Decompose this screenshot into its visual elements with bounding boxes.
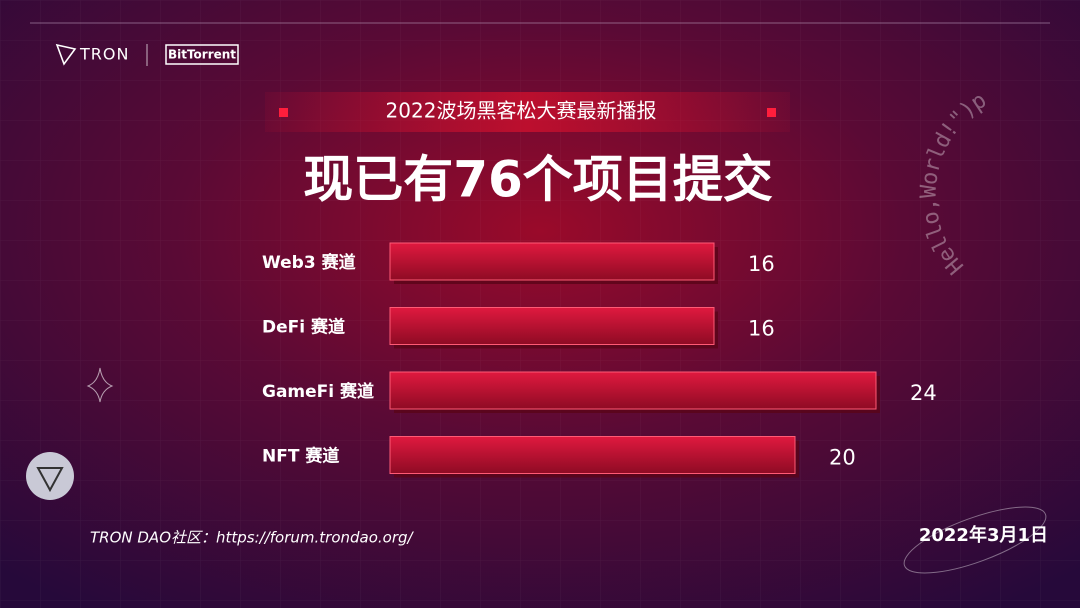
bar (389, 371, 877, 410)
logo-bittorrent: BitTorrent (168, 48, 236, 62)
bar (389, 242, 715, 281)
category-label: DeFi 赛道 (262, 317, 345, 338)
logo-tron: TRON (79, 45, 129, 64)
square-left (279, 108, 288, 117)
category-label: Web3 赛道 (262, 252, 356, 273)
sparkle (86, 367, 114, 403)
value-label: 16 (748, 317, 775, 341)
badge (26, 452, 74, 500)
badge-icon (36, 467, 64, 493)
chart-title: 现已有76个项目提交 (303, 151, 773, 209)
square-right (767, 108, 776, 117)
footer-link: TRON DAO社区：https://forum.trondao.org/ (90, 529, 415, 547)
value-label: 16 (748, 252, 775, 276)
subtitle-band (265, 92, 790, 132)
category-label: GameFi 赛道 (262, 381, 374, 402)
category-label: NFT 赛道 (262, 446, 339, 467)
bar (389, 307, 715, 345)
tron-icon (55, 43, 77, 66)
value-label: 20 (829, 446, 856, 470)
value-label: 24 (910, 381, 937, 405)
footer-date: 2022年3月1日 (919, 524, 1048, 546)
logo-box (165, 44, 239, 65)
bar (389, 436, 796, 474)
decor-ellipse (903, 506, 1047, 574)
subtitle: 2022波场黑客松大赛最新播报 (386, 99, 657, 123)
